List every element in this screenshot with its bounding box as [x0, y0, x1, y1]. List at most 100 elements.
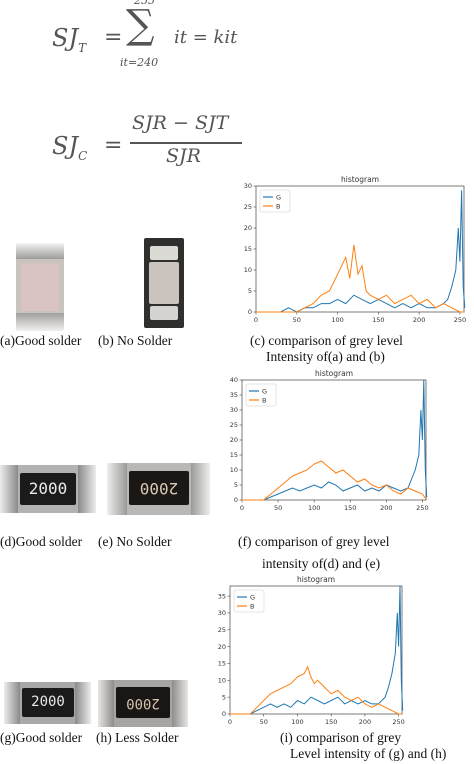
series-line-B	[230, 665, 403, 715]
chart-legend: GB	[259, 189, 291, 213]
y-tick-label: 35	[218, 592, 226, 600]
y-tick-label: 10	[218, 677, 226, 685]
y-tick-label: 10	[244, 266, 252, 274]
y-tick-label: 5	[222, 693, 226, 701]
chart-legend: GB	[245, 383, 277, 407]
eq2-lhs-sub: C	[78, 148, 88, 163]
chart-legend: GB	[233, 589, 265, 613]
y-tick-label: 15	[230, 451, 238, 459]
y-tick-label: 25	[218, 626, 226, 634]
y-tick-label: 20	[244, 224, 252, 232]
x-tick-label: 150	[372, 316, 384, 324]
histogram-chart-i: histogram 0 50 100 150 200 250 0 5 10 15 20 25 30 35 GB	[218, 575, 405, 726]
y-tick-label: 0	[222, 710, 226, 718]
x-tick-label: 150	[344, 504, 356, 512]
x-tick-label: 0	[240, 504, 244, 512]
eq1-lhs-sub: T	[78, 40, 87, 55]
photo-good-solder-d: 2000	[0, 465, 96, 513]
x-tick-label: 200	[359, 718, 371, 726]
photo-good-solder-g: 2000	[4, 682, 91, 724]
caption-f-line1: (f) comparison of grey level	[238, 534, 390, 549]
caption-i-line1: (i) comparison of grey	[280, 730, 402, 745]
eq2-denominator: SJR	[166, 145, 201, 167]
equation-sj-c: SJC = SJR − SJT SJR	[52, 110, 252, 180]
eq1-equals: =	[104, 25, 123, 50]
photo-less-solder-h: 2000	[98, 680, 188, 727]
legend-label-G: G	[262, 387, 267, 395]
chart-title: histogram	[341, 175, 379, 184]
series-line-G	[256, 190, 466, 313]
x-tick-label: 50	[260, 718, 268, 726]
eq2-equals: =	[104, 133, 123, 158]
y-tick-label: 5	[234, 481, 238, 489]
caption-d: (d)Good solder	[0, 534, 83, 549]
caption-a: (a)Good solder	[0, 333, 82, 348]
y-tick-label: 15	[244, 245, 252, 253]
y-tick-label: 20	[230, 436, 238, 444]
legend-box	[245, 383, 277, 407]
eq1-sigma: ∑	[126, 2, 155, 48]
chip-label-h: 2000	[116, 687, 170, 718]
y-tick-label: 0	[248, 308, 252, 316]
eq1-lhs: SJ	[52, 24, 79, 52]
x-tick-label: 100	[308, 504, 320, 512]
legend-box	[259, 189, 291, 213]
y-tick-label: 20	[218, 643, 226, 651]
y-tick-label: 30	[218, 609, 226, 617]
caption-c-line1: (c) comparison of grey level	[250, 333, 403, 348]
eq1-body: it = kit	[174, 27, 238, 48]
eq2-lhs: SJ	[52, 132, 79, 160]
legend-label-B: B	[250, 602, 254, 610]
x-tick-label: 250	[416, 504, 428, 512]
y-tick-label: 40	[230, 376, 238, 384]
photo-no-solder-e: 2000	[107, 463, 210, 515]
y-tick-label: 10	[230, 466, 238, 474]
legend-label-G: G	[276, 193, 281, 201]
caption-g: (g)Good solder	[0, 730, 83, 745]
caption-e: (e) No Solder	[98, 534, 172, 549]
x-tick-label: 100	[291, 718, 303, 726]
series-line-G	[242, 379, 428, 501]
eq2-fraction-bar	[130, 142, 242, 144]
series-line-B	[242, 460, 428, 501]
caption-b: (b) No Solder	[98, 333, 173, 348]
x-tick-label: 200	[380, 504, 392, 512]
eq1-lower-limit: it=240	[120, 56, 159, 69]
caption-f-line2: intensity of(d) and (e)	[262, 556, 381, 571]
plot-frame	[229, 585, 403, 715]
photo-no-solder-b	[144, 238, 184, 328]
eq2-numerator: SJR − SJT	[132, 112, 229, 134]
x-tick-label: 0	[254, 316, 258, 324]
x-tick-label: 250	[392, 718, 404, 726]
legend-box	[233, 589, 265, 613]
series-line-B	[256, 244, 465, 313]
y-tick-label: 35	[230, 391, 238, 399]
chip-label-e: 2000	[129, 471, 189, 505]
caption-i-line2: Level intensity of (g) and (h)	[290, 746, 447, 761]
x-tick-label: 50	[274, 504, 282, 512]
x-tick-label: 250	[454, 316, 466, 324]
x-tick-label: 150	[325, 718, 337, 726]
y-tick-label: 0	[234, 496, 238, 504]
eq1-upper-limit: 255	[134, 0, 155, 7]
y-tick-label: 15	[218, 660, 226, 668]
equation-sj-t: SJT = 255 ∑ it=240 it = kit	[52, 0, 252, 80]
y-tick-label: 5	[248, 287, 252, 295]
caption-c-line2: Intensity of(a) and (b)	[266, 349, 385, 364]
x-tick-label: 0	[228, 718, 232, 726]
histogram-chart-c: histogram 0 50 100 150 200 250 0 5 10 15 20 25 30 GB	[244, 175, 466, 324]
series-line-G	[230, 585, 404, 715]
caption-h: (h) Less Solder	[96, 730, 179, 745]
legend-label-B: B	[262, 396, 266, 404]
chart-title: histogram	[315, 369, 353, 378]
x-tick-label: 200	[413, 316, 425, 324]
y-tick-label: 30	[244, 182, 252, 190]
legend-label-B: B	[276, 202, 280, 210]
photo-good-solder-a	[16, 243, 64, 331]
y-tick-label: 25	[230, 421, 238, 429]
x-tick-label: 50	[293, 316, 301, 324]
y-tick-label: 30	[230, 406, 238, 414]
y-tick-label: 25	[244, 203, 252, 211]
chip-label-d: 2000	[20, 473, 76, 505]
x-tick-label: 100	[331, 316, 343, 324]
